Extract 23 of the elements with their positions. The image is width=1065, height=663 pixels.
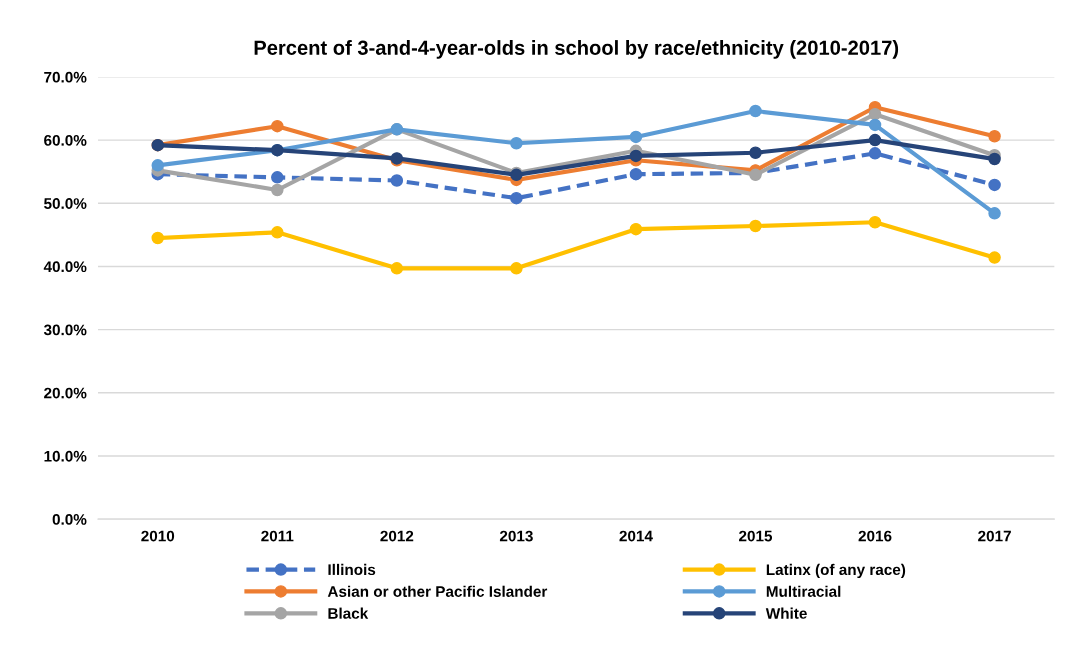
y-tick-label: 0.0% xyxy=(52,514,87,525)
x-tick-label: 2016 xyxy=(858,530,892,542)
chart-title: Percent of 3-and-4-year-olds in school by race/ethnicity (2010-2017) xyxy=(254,40,899,59)
y-tick-label: 60.0% xyxy=(44,134,87,146)
legend-label: White xyxy=(765,607,807,619)
x-tick-label: 2017 xyxy=(978,530,1011,542)
y-tick-label: 70.0% xyxy=(44,71,87,83)
legend-label: Illinois xyxy=(328,563,376,576)
legend-label: Black xyxy=(328,607,369,619)
legend-label: Asian or other Pacific Islander xyxy=(327,585,548,597)
y-tick-label: 30.0% xyxy=(43,324,87,336)
x-tick-label: 2012 xyxy=(380,530,414,542)
x-tick-label: 2010 xyxy=(141,530,175,542)
x-tick-label: 2015 xyxy=(739,530,773,542)
x-tick-label: 2011 xyxy=(261,530,294,542)
y-tick-label: 50.0% xyxy=(44,198,87,209)
y-tick-label: 10.0% xyxy=(44,450,87,462)
y-tick-label: 20.0% xyxy=(44,387,87,399)
x-tick-label: 2013 xyxy=(499,530,533,542)
legend-label: Multiracial xyxy=(766,585,841,597)
x-tick-label: 2014 xyxy=(619,530,653,542)
legend-label: Latinx (of any race) xyxy=(766,563,906,579)
y-tick-label: 40.0% xyxy=(43,261,87,273)
